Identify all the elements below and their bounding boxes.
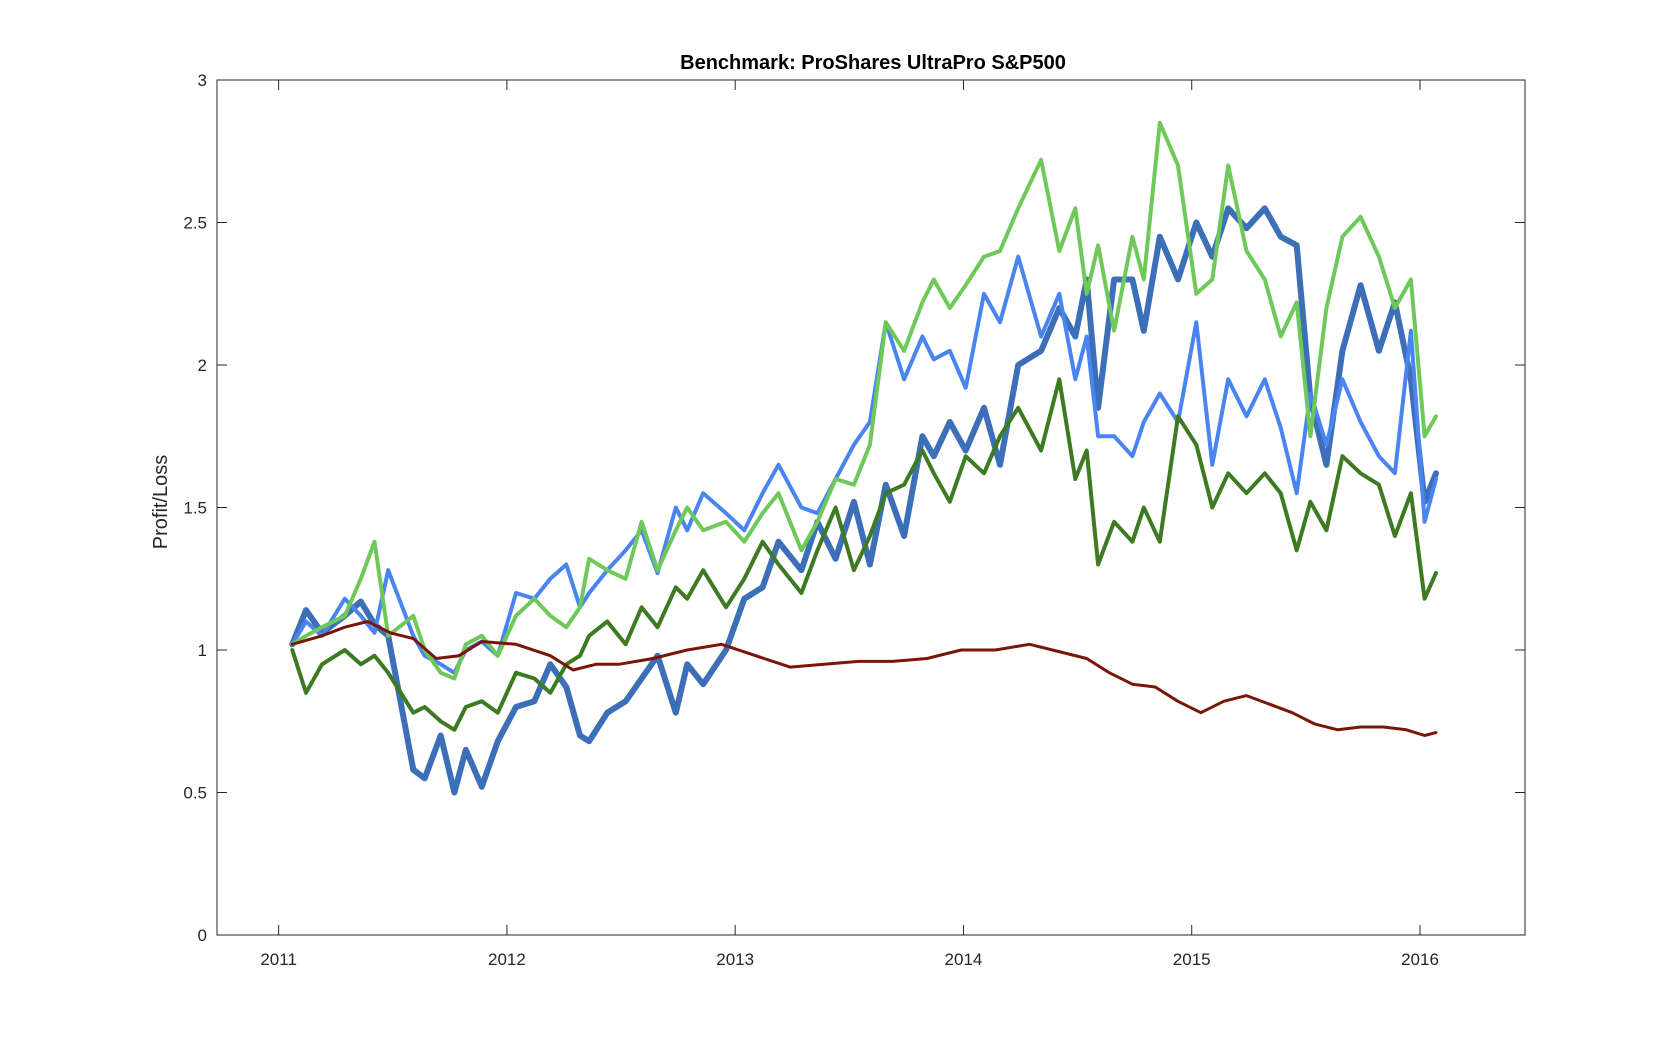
series-line-1 bbox=[289, 205, 1439, 796]
y-tick-label: 2.5 bbox=[183, 214, 207, 233]
x-tick-label: 2013 bbox=[716, 950, 754, 969]
axes-layer: 0 0.5 1 1.5 2 2.5 3 2011 2012 2013 2014 2015 2016 bbox=[183, 71, 1526, 969]
x-tick-label: 2015 bbox=[1173, 950, 1211, 969]
y-axis-label: Profit/Loss bbox=[150, 455, 172, 549]
chart-title: Benchmark: ProShares UltraPro S&P500 bbox=[680, 52, 1066, 74]
series-layer bbox=[289, 120, 1439, 796]
series-line-5 bbox=[290, 620, 1438, 737]
x-tick-label: 2016 bbox=[1401, 950, 1439, 969]
y-tick-label: 1.5 bbox=[183, 499, 207, 518]
x-tick-label: 2012 bbox=[488, 950, 526, 969]
y-tick-label: 2 bbox=[198, 356, 207, 375]
y-tick-label: 1 bbox=[198, 641, 207, 660]
series-line-3 bbox=[290, 120, 1438, 681]
series-line-4 bbox=[290, 377, 1438, 732]
x-tick-label: 2011 bbox=[260, 950, 297, 969]
y-tick-label: 3 bbox=[198, 71, 207, 90]
y-tick-label: 0 bbox=[198, 926, 207, 945]
y-tick-label: 0.5 bbox=[183, 784, 207, 803]
x-tick-label: 2014 bbox=[945, 950, 983, 969]
